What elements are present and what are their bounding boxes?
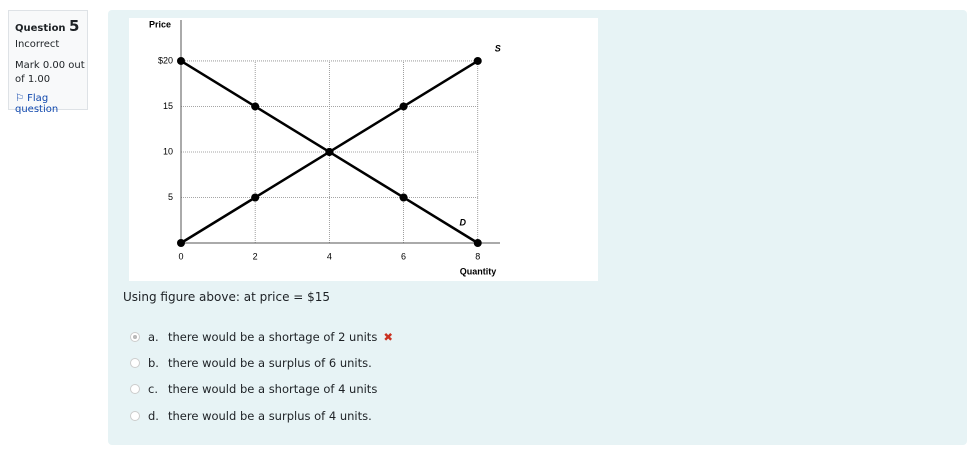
question-label: Question <box>15 23 66 34</box>
y-tick-label: $20 <box>158 55 173 65</box>
point <box>251 193 260 202</box>
point <box>399 102 408 111</box>
radio[interactable] <box>130 384 140 394</box>
y-tick-label: 5 <box>168 192 173 202</box>
option-text: there would be a surplus of 4 units. <box>168 409 372 423</box>
option-text: there would be a shortage of 4 units <box>168 382 378 396</box>
point <box>399 193 408 202</box>
y-tick-label: 10 <box>163 146 173 156</box>
option-letter: c. <box>148 382 158 396</box>
option[interactable]: b. there would be a surplus of 6 units. <box>130 356 372 370</box>
option-letter: a. <box>148 330 159 344</box>
mark: Mark 0.00 out of 1.00 <box>15 60 85 85</box>
point <box>177 239 185 247</box>
number: 5 <box>69 17 80 35</box>
question-number: Question 5 <box>15 17 79 35</box>
y-tick-label: 15 <box>163 101 173 111</box>
x-tick-label: 0 <box>178 251 183 261</box>
question-panel: 0 2 4 6 8 5 10 15 $20 Price Quantity S D Using figur… <box>108 10 967 445</box>
option[interactable]: d. there would be a surplus of 4 units. <box>130 409 372 423</box>
point <box>251 102 260 111</box>
status: Incorrect <box>15 39 60 50</box>
radio[interactable] <box>130 411 140 421</box>
x-tick-label: 4 <box>327 251 332 261</box>
incorrect-icon: ✖ <box>383 330 393 344</box>
point <box>473 239 482 247</box>
question-text: Using figure above: at price = $15 <box>123 290 331 304</box>
flag-text[interactable]: Flag question <box>15 93 59 115</box>
option-letter: b. <box>148 356 159 370</box>
flag-question[interactable]: ⚐ Flag question <box>15 93 59 115</box>
option[interactable]: a. there would be a shortage of 2 units ✖ <box>130 330 393 344</box>
chart: 0 2 4 6 8 5 10 15 $20 Price Quantity S D <box>149 19 501 276</box>
option[interactable]: c. there would be a shortage of 4 units <box>130 382 377 396</box>
y-axis-label: Price <box>149 19 171 29</box>
option-letter: d. <box>148 409 159 423</box>
figure: 0 2 4 6 8 5 10 15 $20 Price Quantity S D <box>129 18 598 281</box>
x-axis-label: Quantity <box>460 266 497 276</box>
point <box>473 56 482 65</box>
radio[interactable] <box>130 332 140 342</box>
x-tick-label: 6 <box>401 251 406 261</box>
option-text: there would be a shortage of 2 units <box>168 330 378 344</box>
x-tick-label: 8 <box>475 251 480 261</box>
radio[interactable] <box>130 358 140 368</box>
series-label: D <box>459 217 466 227</box>
point <box>325 147 334 156</box>
x-tick-label: 2 <box>253 251 258 261</box>
series-label: S <box>495 43 501 53</box>
option-text: there would be a surplus of 6 units. <box>168 356 372 370</box>
question-info: Question 5 Incorrect Mark 0.00 out of 1.… <box>8 10 88 115</box>
point <box>177 56 185 65</box>
